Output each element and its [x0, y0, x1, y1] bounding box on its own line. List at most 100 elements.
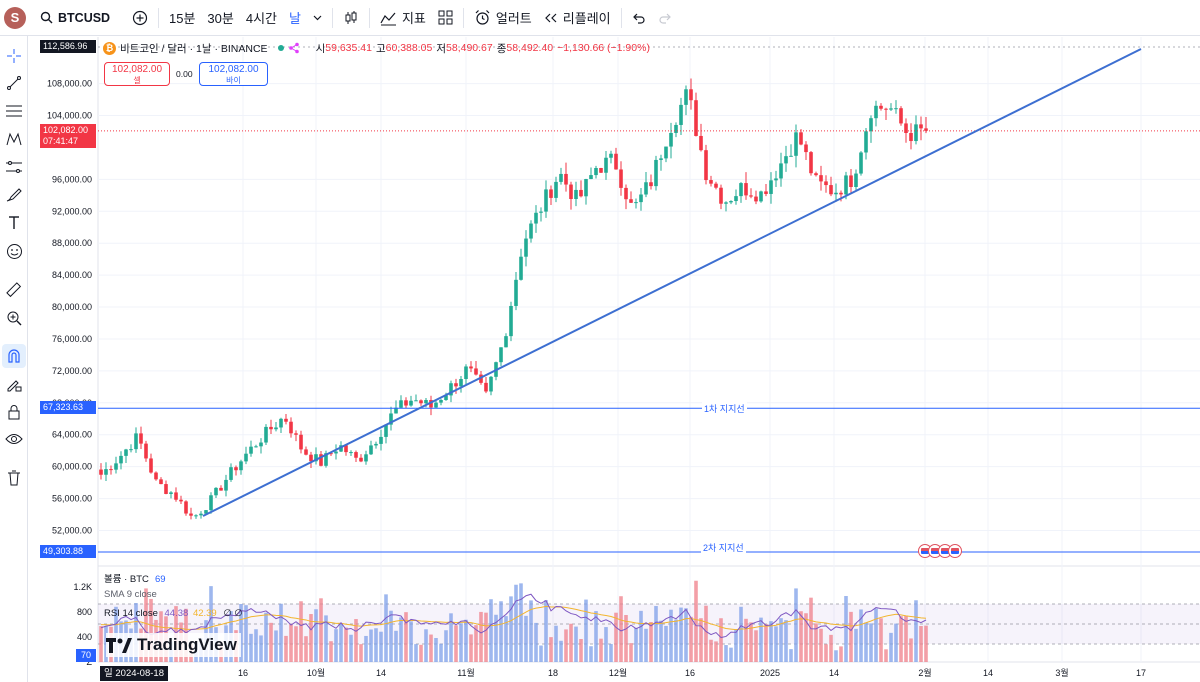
candle [289, 417, 293, 438]
smile-icon [6, 243, 22, 259]
volume-bar [584, 599, 588, 662]
hide-drawings-tool[interactable] [2, 427, 26, 451]
candle-body [359, 457, 363, 462]
support1-label[interactable]: 1차 지지선 [702, 402, 747, 415]
candle-body [644, 182, 648, 195]
volume-bar [714, 641, 718, 662]
sma-legend[interactable]: SMA 9 close [104, 589, 157, 600]
candle [459, 375, 463, 393]
share-icon[interactable] [288, 42, 300, 54]
alert-button[interactable]: 얼러트 [468, 4, 538, 32]
volume-legend[interactable]: 볼륨 · BTC 69 [104, 571, 166, 585]
candle-body [614, 153, 618, 170]
forecast-tool[interactable] [2, 155, 26, 179]
measure-tool[interactable] [2, 278, 26, 302]
candle [409, 395, 413, 407]
volume-bar [739, 606, 743, 662]
brush-tool[interactable] [2, 183, 26, 207]
replay-button[interactable]: 리플레이 [538, 4, 617, 32]
text-tool[interactable] [2, 211, 26, 235]
candle-body [769, 180, 773, 194]
candle-body [589, 175, 593, 180]
time-axis-label: 2025 [760, 668, 780, 678]
zoom-tool[interactable] [2, 306, 26, 330]
delete-drawings-tool[interactable] [2, 466, 26, 490]
volume-bar [589, 646, 593, 662]
candle-body [514, 279, 518, 306]
volume-bar [364, 635, 368, 662]
candle-body [789, 155, 793, 157]
candle [849, 169, 853, 193]
candle-body [569, 184, 573, 200]
volume-bar [474, 625, 478, 662]
candle-body [234, 467, 238, 471]
magnet-tool[interactable] [2, 344, 26, 368]
rsi-legend[interactable]: RSI 14 close 44.38 42.39 ∅ ∅ [104, 608, 243, 619]
chart-type-button[interactable] [337, 4, 365, 32]
candle [219, 485, 223, 491]
trendline-tool[interactable] [2, 71, 26, 95]
timeframe-1d[interactable]: 날 [289, 11, 301, 26]
volume-axis-label: 1.2K [73, 582, 92, 592]
lock-drawing-mode-tool[interactable] [2, 372, 26, 396]
redo-button[interactable] [652, 4, 678, 32]
volume-bar [244, 605, 248, 662]
candle-body [159, 479, 163, 485]
volume-bar [429, 634, 433, 662]
candle-body [779, 163, 783, 179]
candle-body [889, 108, 893, 110]
candle [779, 152, 783, 187]
symbol-search-button[interactable]: BTCUSD [34, 4, 126, 32]
buy-button[interactable]: 102,082.00 바이 [199, 62, 268, 86]
pattern-icon [6, 132, 22, 146]
layouts-button[interactable] [432, 4, 459, 32]
crosshair-tool[interactable] [2, 44, 26, 68]
horizontal-lines-tool[interactable] [2, 99, 26, 123]
candle-body [379, 436, 383, 444]
compare-symbol-button[interactable] [126, 4, 154, 32]
sell-button[interactable]: 102,082.00 셀 [104, 62, 170, 86]
rsi-line [100, 593, 927, 639]
candle-body [244, 453, 248, 462]
tradingview-logo[interactable]: TradingView [106, 633, 241, 657]
candle-body [499, 347, 503, 363]
candle-body [744, 183, 748, 196]
volume-bar [829, 634, 833, 662]
emoji-tool[interactable] [2, 239, 26, 263]
candle-body [549, 189, 553, 198]
indicators-button[interactable]: 지표 [374, 4, 432, 32]
pattern-tool[interactable] [2, 127, 26, 151]
timeframe-15m[interactable]: 15분 [169, 11, 196, 26]
volume-bar [909, 638, 913, 662]
candle [739, 182, 743, 203]
candle [854, 169, 858, 191]
rsi-level-tag: 70 [76, 649, 96, 662]
legend-title[interactable]: 비트코인 / 달러 · 1날 · BINANCE [120, 42, 268, 55]
time-axis-label: 14 [376, 668, 386, 678]
horizontal-lines-icon [6, 105, 22, 117]
candle [264, 424, 268, 445]
candle-body [634, 202, 638, 204]
volume-bar [724, 645, 728, 662]
candle [729, 200, 733, 205]
candle-body [134, 433, 138, 450]
undo-button[interactable] [626, 4, 652, 32]
volume-bar [494, 614, 498, 662]
us-flag-event-icon[interactable] [948, 544, 962, 558]
lock-all-tool[interactable] [2, 400, 26, 424]
candle-body [599, 167, 603, 173]
user-avatar[interactable]: S [4, 6, 26, 29]
open-value: 59,635.41 [325, 42, 372, 54]
economic-events[interactable] [918, 544, 962, 558]
timeframe-30m[interactable]: 30분 [207, 11, 234, 26]
candle [509, 301, 513, 342]
support2-label[interactable]: 2차 지지선 [701, 541, 746, 554]
symbol-label: BTCUSD [58, 10, 111, 25]
candle-body [479, 374, 483, 383]
timeframe-4h[interactable]: 4시간 [245, 11, 277, 26]
volume-bar [789, 649, 793, 662]
candle-body [339, 445, 343, 452]
timeframe-dropdown[interactable] [307, 4, 328, 32]
